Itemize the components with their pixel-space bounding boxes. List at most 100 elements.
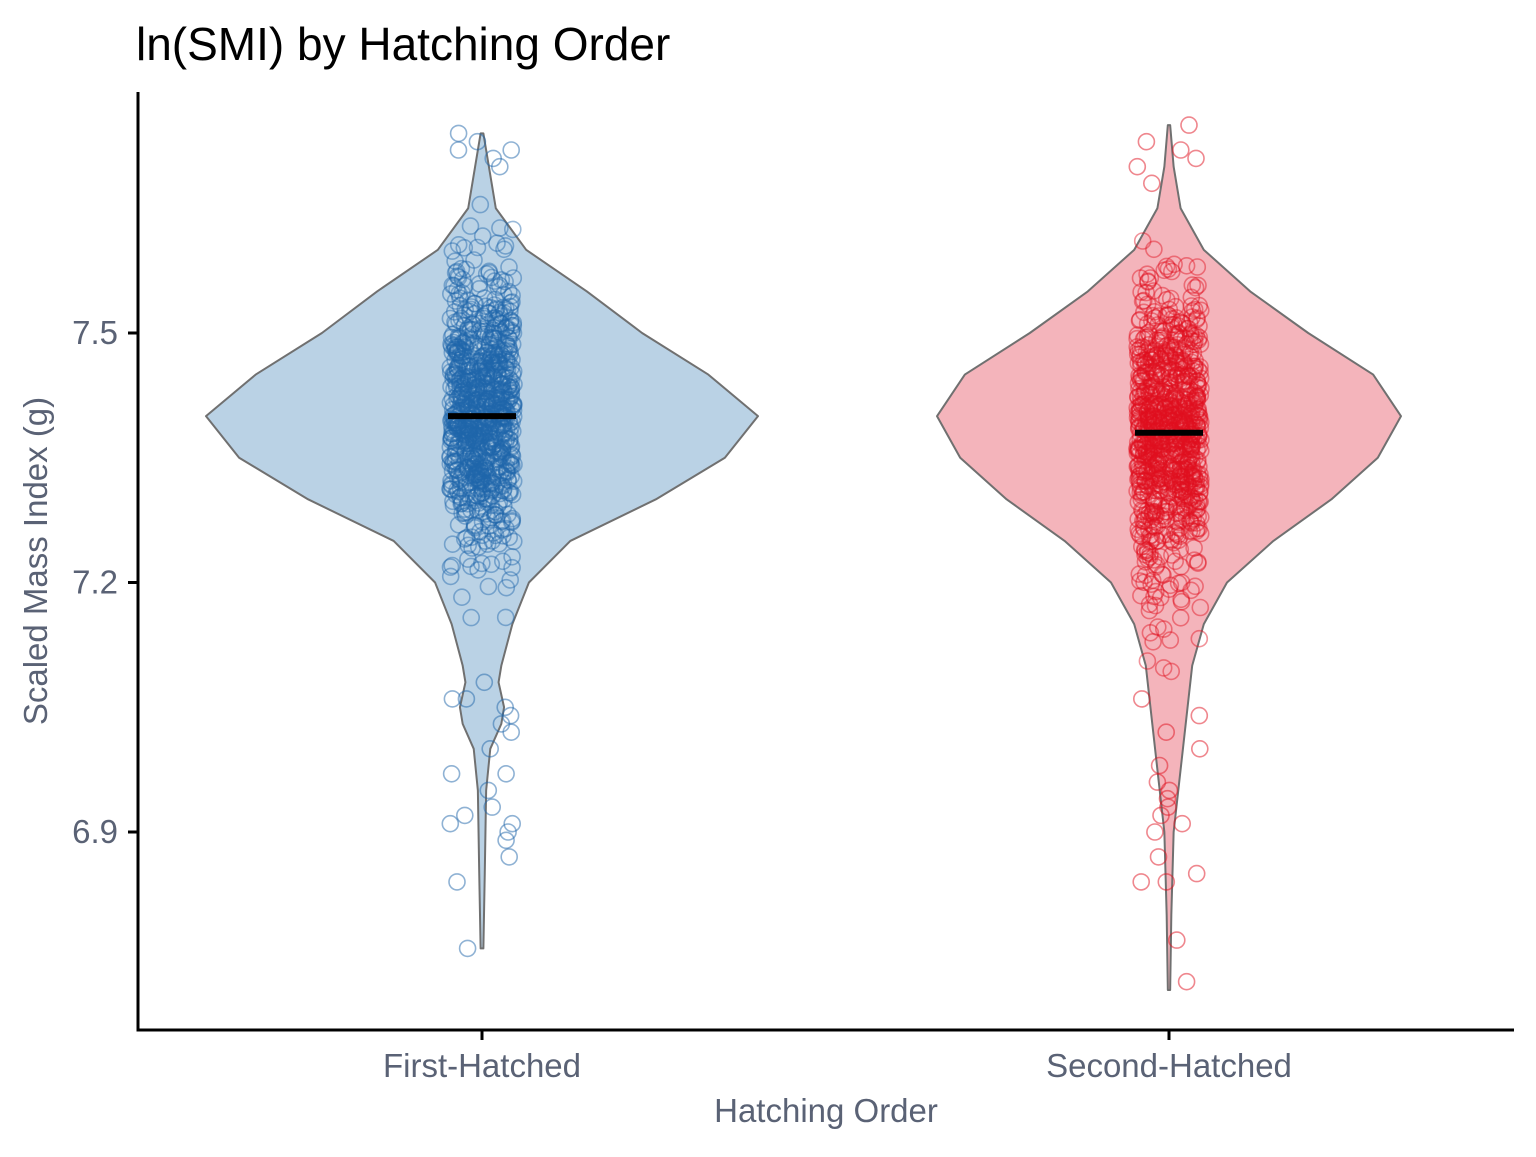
data-point: [1136, 355, 1154, 374]
data-point: [1157, 341, 1175, 360]
data-point: [480, 304, 498, 322]
data-point: [1167, 348, 1185, 366]
data-point: [487, 311, 506, 330]
data-point: [471, 362, 489, 380]
data-point: [469, 353, 487, 372]
data-point: [470, 473, 488, 491]
data-point: [1175, 372, 1194, 390]
data-point: [1147, 409, 1165, 428]
data-point: [1128, 444, 1147, 462]
data-point: [486, 450, 505, 469]
data-point: [446, 411, 465, 430]
data-point: [490, 276, 509, 295]
data-point: [1159, 405, 1178, 424]
data-point: [1156, 404, 1174, 423]
data-point: [1142, 447, 1161, 466]
data-point: [1140, 449, 1158, 468]
data-point: [475, 346, 493, 365]
data-point: [1155, 261, 1173, 280]
data-point: [1150, 428, 1168, 447]
data-point: [1157, 383, 1175, 402]
data-point: [499, 471, 518, 490]
data-point: [1149, 848, 1168, 866]
data-point: [475, 421, 494, 440]
data-point: [451, 378, 469, 397]
data-point: [1136, 553, 1155, 571]
data-point: [1166, 338, 1184, 357]
data-point: [1147, 582, 1165, 601]
data-point: [1142, 468, 1161, 487]
data-point: [1151, 329, 1170, 347]
data-point: [1169, 403, 1188, 422]
data-point: [475, 441, 494, 460]
data-point: [1148, 516, 1166, 535]
data-point: [447, 344, 466, 363]
data-point: [1140, 407, 1158, 426]
data-point: [481, 421, 499, 440]
data-point: [471, 463, 490, 481]
data-point: [1161, 375, 1179, 393]
data-point: [1173, 482, 1192, 501]
data-point: [1185, 469, 1204, 488]
data-point: [446, 442, 465, 461]
data-point: [503, 293, 521, 311]
data-point: [458, 939, 477, 958]
data-point: [484, 352, 502, 371]
data-point: [1146, 596, 1165, 615]
data-point: [1178, 480, 1196, 498]
data-point: [492, 271, 511, 289]
data-point: [471, 472, 489, 490]
data-point: [485, 462, 504, 481]
data-point: [457, 528, 476, 547]
data-point: [465, 518, 484, 537]
data-point: [1189, 554, 1207, 573]
data-point: [1167, 351, 1185, 369]
data-point: [500, 848, 519, 866]
data-point: [1180, 314, 1199, 332]
data-point: [469, 462, 488, 481]
data-point: [1159, 346, 1177, 365]
data-point: [502, 387, 521, 406]
data-point: [1151, 409, 1170, 428]
data-point: [478, 479, 497, 498]
data-point: [481, 739, 500, 758]
data-point: [488, 364, 507, 383]
data-point: [1183, 276, 1202, 294]
data-point: [1190, 629, 1209, 648]
data-point: [501, 481, 519, 500]
data-point: [475, 458, 494, 476]
data-point: [1162, 373, 1180, 392]
data-point: [446, 263, 465, 282]
data-point: [1189, 427, 1208, 445]
data-point: [1139, 335, 1158, 354]
data-point: [461, 455, 480, 473]
data-point: [466, 420, 484, 438]
data-point: [1146, 823, 1164, 841]
data-point: [1135, 384, 1154, 402]
data-point: [481, 479, 500, 497]
data-point: [1183, 427, 1201, 445]
data-point: [1169, 526, 1187, 545]
data-point: [485, 366, 504, 385]
data-point: [491, 443, 509, 461]
data-point: [449, 446, 468, 464]
data-point: [481, 335, 499, 354]
data-point: [453, 382, 472, 400]
data-point: [1187, 501, 1206, 520]
data-point: [1130, 463, 1149, 481]
data-point: [456, 369, 474, 388]
data-point: [472, 432, 490, 451]
data-point: [1134, 502, 1152, 521]
data-point: [1166, 400, 1185, 419]
data-point: [505, 455, 523, 474]
data-point: [467, 391, 486, 409]
data-point: [1138, 652, 1157, 670]
data-point: [467, 486, 486, 505]
data-point: [494, 382, 513, 401]
data-point: [473, 371, 491, 389]
data-point: [449, 327, 468, 346]
data-point: [1148, 345, 1167, 364]
data-point: [1137, 411, 1155, 430]
data-point: [1135, 483, 1153, 501]
data-point: [1159, 484, 1178, 502]
